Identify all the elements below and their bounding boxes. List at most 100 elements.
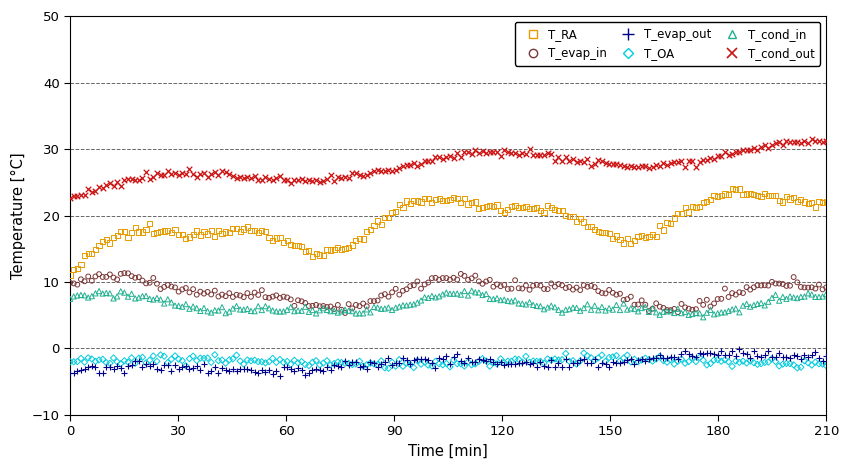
T_evap_in: [114, 270, 128, 278]
T_cond_out: [443, 153, 456, 160]
T_RA: [642, 233, 655, 241]
T_evap_out: [414, 355, 428, 362]
T_OA: [258, 359, 272, 367]
T_evap_in: [428, 274, 442, 282]
T_cond_out: [486, 148, 500, 156]
T_RA: [295, 243, 309, 250]
T_evap_out: [693, 349, 706, 357]
T_RA: [172, 230, 185, 238]
T_RA: [816, 199, 830, 206]
T_evap_in: [393, 291, 406, 298]
T_cond_out: [223, 171, 236, 178]
T_evap_out: [302, 369, 315, 376]
T_cond_in: [598, 307, 612, 314]
T_cond_out: [617, 163, 631, 170]
T_evap_in: [765, 278, 779, 286]
T_cond_in: [762, 298, 775, 306]
T_evap_in: [396, 287, 410, 295]
T_OA: [689, 358, 703, 365]
T_RA: [819, 197, 833, 205]
T_OA: [88, 358, 102, 365]
T_RA: [335, 246, 348, 254]
T_cond_in: [537, 306, 551, 313]
T_evap_out: [114, 364, 128, 372]
T_RA: [215, 230, 229, 237]
T_cond_out: [425, 157, 439, 165]
T_cond_in: [93, 287, 106, 295]
T_cond_in: [787, 294, 801, 301]
T_OA: [273, 356, 286, 363]
T_OA: [570, 360, 583, 368]
T_evap_in: [718, 285, 732, 292]
T_cond_in: [306, 306, 320, 314]
T_RA: [393, 201, 406, 208]
T_cond_in: [82, 294, 95, 301]
T_RA: [465, 199, 479, 206]
T_evap_out: [306, 366, 320, 373]
T_evap_in: [190, 291, 203, 298]
T_evap_out: [736, 349, 750, 357]
T_evap_in: [241, 290, 254, 297]
T_cond_in: [725, 306, 739, 313]
T_cond_in: [754, 299, 768, 307]
T_evap_out: [483, 355, 496, 363]
T_OA: [545, 356, 558, 364]
T_evap_out: [649, 354, 663, 361]
T_cond_out: [768, 140, 782, 147]
T_cond_in: [819, 290, 833, 298]
T_OA: [241, 356, 254, 364]
T_evap_in: [711, 295, 724, 303]
T_OA: [168, 352, 182, 360]
T_evap_in: [617, 296, 631, 304]
T_RA: [404, 200, 417, 208]
T_evap_out: [638, 357, 652, 364]
T_evap_out: [154, 366, 167, 374]
T_evap_out: [165, 368, 178, 375]
T_cond_out: [736, 146, 750, 154]
T_cond_out: [168, 169, 182, 176]
T_evap_out: [443, 360, 456, 368]
T_evap_out: [77, 366, 91, 373]
T_cond_in: [396, 301, 410, 309]
T_evap_out: [190, 362, 203, 370]
T_cond_out: [114, 183, 128, 190]
T_evap_in: [537, 285, 551, 293]
T_evap_out: [99, 363, 113, 371]
T_cond_out: [563, 158, 576, 165]
T_evap_in: [258, 293, 272, 301]
T_cond_in: [367, 303, 381, 311]
T_cond_in: [617, 300, 631, 307]
T_cond_in: [212, 307, 225, 314]
T_OA: [758, 359, 772, 366]
T_OA: [773, 362, 786, 370]
T_evap_in: [450, 276, 464, 283]
T_evap_in: [512, 284, 525, 292]
T_evap_out: [812, 354, 825, 361]
T_evap_in: [400, 285, 413, 293]
T_cond_out: [292, 176, 305, 184]
T_RA: [360, 228, 373, 235]
T_cond_in: [110, 293, 124, 300]
T_evap_out: [212, 369, 225, 377]
T_cond_in: [320, 306, 334, 313]
T_OA: [269, 359, 283, 366]
T_evap_in: [486, 283, 500, 290]
T_evap_in: [751, 282, 764, 289]
T_cond_out: [779, 137, 793, 144]
T_evap_out: [418, 356, 432, 363]
T_evap_in: [729, 291, 743, 298]
T_evap_in: [740, 283, 753, 291]
T_evap_out: [356, 362, 370, 369]
T_evap_out: [298, 371, 312, 379]
T_cond_out: [497, 147, 511, 154]
T_evap_in: [664, 306, 677, 314]
T_evap_in: [292, 297, 305, 304]
T_OA: [360, 361, 373, 368]
T_cond_out: [393, 164, 406, 172]
T_RA: [316, 251, 330, 259]
T_cond_in: [515, 300, 529, 307]
T_cond_in: [627, 306, 641, 313]
T_evap_out: [404, 360, 417, 368]
T_evap_out: [566, 360, 580, 367]
T_cond_out: [751, 146, 764, 153]
